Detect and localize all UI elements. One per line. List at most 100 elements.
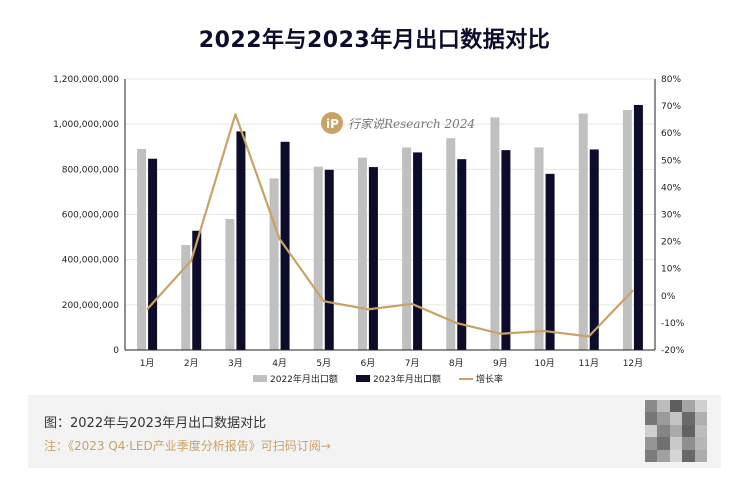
chart-title: 2022年与2023年月出口数据对比 [198, 28, 551, 53]
right-tick-label: -20% [661, 346, 685, 356]
bar-2023-2 [192, 230, 202, 350]
qr-cell [694, 437, 707, 450]
growth-point-1 [146, 308, 148, 310]
qr-cell [657, 400, 670, 413]
bar-2023-12 [633, 104, 643, 351]
caption-panel: 图：2022年与2023年月出口数据对比 注：《2023 Q4·LED产业季度分… [28, 395, 721, 468]
legend-item-2022-swatch [253, 375, 267, 382]
right-tick-label: 50% [661, 156, 681, 166]
legend: 2022年月出口额 2023年月出口额 增长率 [253, 373, 503, 385]
x-tick-label: 3月 [228, 358, 243, 369]
qr-cell [645, 449, 658, 462]
axes [124, 79, 656, 351]
bar-2022-6 [357, 157, 367, 350]
left-tick-label: 200,000,000 [62, 301, 120, 311]
qr-cell [694, 449, 707, 462]
left-tick-label: 800,000,000 [62, 165, 120, 175]
qr-code-icon[interactable] [645, 400, 707, 462]
growth-point-4 [279, 238, 281, 240]
bar-2022-9 [490, 117, 500, 351]
qr-cell [645, 400, 658, 413]
x-tick-label: 5月 [316, 358, 331, 369]
bar-2023-6 [368, 167, 378, 350]
qr-cell [682, 412, 695, 425]
left-tick-label: 600,000,000 [62, 211, 120, 221]
bar-2022-10 [534, 147, 544, 350]
x-tick-label: 9月 [493, 358, 508, 369]
qr-cell [694, 424, 707, 438]
qr-cell [669, 449, 683, 462]
growth-point-7 [411, 303, 413, 305]
x-axis-ticks: 1月 2月 3月 4月 5月 6月 7月 8月 9月 10月 11月 12月 [140, 358, 643, 369]
qr-cell [694, 412, 707, 425]
left-tick-label: 0 [113, 346, 119, 356]
watermark: iP 行家说Research 2024 [321, 112, 475, 134]
brand-logo-icon [321, 112, 343, 134]
bar-2022-4 [269, 178, 279, 350]
bar-2022-2 [181, 244, 191, 350]
bar-2023-1 [148, 158, 158, 350]
bar-2023-10 [545, 173, 555, 350]
watermark-text: 行家说Research 2024 [348, 117, 475, 131]
growth-rate-line [146, 113, 634, 338]
qr-cell [657, 424, 670, 438]
qr-cell [694, 400, 707, 413]
bar-2023-8 [457, 159, 467, 350]
x-tick-label: 1月 [140, 358, 155, 369]
qr-cell [669, 400, 683, 413]
subscription-note[interactable]: 注：《2023 Q4·LED产业季度分析报告》可扫码订阅→ [44, 439, 331, 453]
qr-cell [669, 424, 683, 438]
growth-point-10 [544, 330, 546, 332]
right-tick-label: 0% [661, 292, 676, 302]
bar-2022-1 [137, 149, 147, 350]
x-tick-label: 6月 [361, 358, 376, 369]
bar-2022-7 [402, 147, 412, 350]
bar-2023-3 [236, 131, 246, 350]
qr-cell [682, 449, 695, 462]
caption-text: 图：2022年与2023年月出口数据对比 [44, 416, 267, 431]
x-tick-label: 8月 [449, 358, 464, 369]
qr-cell [669, 412, 683, 425]
right-tick-label: 60% [661, 129, 681, 139]
left-axis-ticks: 0 200,000,000 400,000,000 600,000,000 800,00… [53, 75, 119, 356]
legend-item-growth-label: 增长率 [476, 373, 503, 385]
growth-point-3 [234, 113, 236, 115]
qr-cell [682, 424, 695, 438]
growth-point-11 [588, 335, 590, 337]
growth-point-12 [632, 289, 634, 291]
bar-2022-12 [622, 109, 632, 350]
x-tick-label: 10月 [534, 358, 554, 369]
right-tick-label: 80% [661, 75, 681, 85]
legend-item-2023-label: 2023年月出口额 [373, 373, 441, 385]
right-tick-label: 10% [661, 265, 681, 275]
x-tick-label: 7月 [405, 358, 420, 369]
right-tick-label: 70% [661, 102, 681, 112]
bar-2022-3 [225, 219, 235, 350]
right-tick-label: 20% [661, 238, 681, 248]
qr-cell [682, 400, 695, 413]
qr-cell [645, 437, 658, 450]
growth-point-5 [323, 300, 325, 302]
right-tick-label: -10% [661, 319, 685, 329]
right-axis-ticks: -20% -10% 0% 10% 20% 30% 40% 50% 60% 70% 80% [661, 75, 685, 356]
right-tick-label: 40% [661, 183, 681, 193]
bar-2022-11 [578, 113, 588, 351]
qr-cell [645, 424, 658, 438]
qr-cell [657, 412, 670, 425]
right-tick-label: 30% [661, 211, 681, 221]
qr-cell [657, 437, 670, 450]
qr-cell [682, 437, 695, 450]
legend-item-2022-label: 2022年月出口额 [270, 373, 338, 385]
growth-point-8 [455, 322, 457, 324]
bar-2022-8 [446, 138, 456, 350]
left-tick-label: 400,000,000 [62, 256, 120, 266]
growth-line-series [146, 113, 634, 338]
qr-cell [645, 412, 658, 425]
qr-cell [657, 449, 670, 462]
growth-point-2 [190, 260, 192, 262]
bar-2023-9 [501, 150, 511, 350]
qr-cell [669, 437, 683, 450]
growth-point-9 [499, 333, 501, 335]
x-tick-label: 2月 [184, 358, 199, 369]
